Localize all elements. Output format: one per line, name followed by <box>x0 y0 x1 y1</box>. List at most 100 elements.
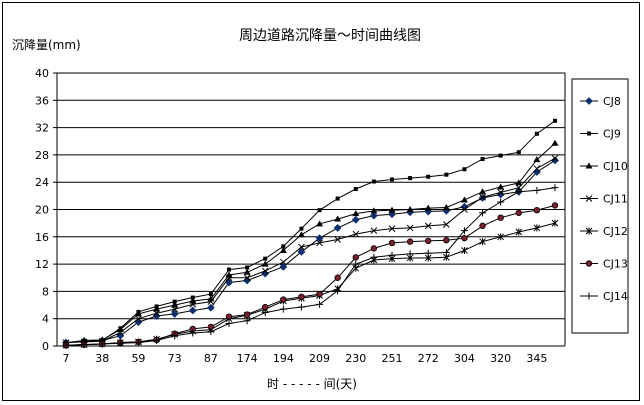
data-point-marker <box>585 195 593 202</box>
data-point-marker <box>498 153 503 158</box>
series-line <box>65 222 556 346</box>
data-point-marker <box>515 179 523 186</box>
y-tick-label: 24 <box>35 176 49 189</box>
legend-label: CJ9 <box>603 128 621 141</box>
data-point-marker <box>460 196 468 203</box>
data-point-marker <box>425 237 432 245</box>
data-point-marker <box>388 239 396 247</box>
data-point-marker <box>263 256 268 261</box>
x-tick-label: 194 <box>273 352 294 365</box>
data-point-marker <box>316 290 323 298</box>
data-point-marker <box>370 253 378 261</box>
series-line <box>65 187 556 346</box>
legend-label: CJ12 <box>603 225 628 238</box>
series-line <box>65 204 556 346</box>
data-point-marker <box>261 260 269 267</box>
data-point-marker <box>479 188 487 195</box>
x-tick-label: 7 <box>63 352 70 365</box>
y-tick-label: 36 <box>35 94 49 107</box>
data-point-marker <box>533 186 541 194</box>
data-point-marker <box>370 207 378 214</box>
series-line <box>65 157 556 344</box>
data-point-marker <box>352 254 359 261</box>
data-point-marker <box>245 265 250 270</box>
data-point-marker <box>585 97 593 105</box>
data-point-marker <box>279 305 287 313</box>
data-point-marker <box>353 187 358 192</box>
x-tick-label: 251 <box>382 352 403 365</box>
data-point-marker <box>479 238 486 246</box>
data-point-marker <box>533 224 541 232</box>
data-point-marker <box>261 267 269 275</box>
data-point-marker <box>225 274 233 282</box>
data-point-marker <box>516 150 521 155</box>
data-point-marker <box>207 298 215 305</box>
data-point-marker <box>515 184 523 192</box>
data-point-marker <box>171 332 179 340</box>
data-point-marker <box>551 154 559 162</box>
data-point-marker <box>497 198 505 206</box>
data-point-marker <box>333 224 342 232</box>
x-tick-label: 73 <box>168 352 182 365</box>
data-point-marker <box>135 315 142 323</box>
data-point-marker <box>188 306 197 315</box>
series-cj12 <box>62 219 559 349</box>
data-point-marker <box>207 328 215 336</box>
data-point-marker <box>370 227 378 235</box>
series-cj8 <box>62 156 559 347</box>
data-point-marker <box>533 206 541 214</box>
data-point-marker <box>533 165 541 172</box>
data-point-marker <box>281 244 286 249</box>
data-point-marker <box>443 237 450 244</box>
data-point-marker <box>279 246 287 253</box>
data-point-marker <box>317 208 322 213</box>
data-point-marker <box>279 258 287 266</box>
data-point-marker <box>352 210 360 217</box>
x-tick-label: 38 <box>95 352 109 365</box>
x-tick-label: 174 <box>237 352 258 365</box>
data-point-marker <box>116 339 124 347</box>
data-point-marker <box>334 236 342 243</box>
data-point-marker <box>334 287 342 295</box>
data-point-marker <box>334 215 342 222</box>
data-point-marker <box>551 139 559 146</box>
x-tick-label: 345 <box>526 352 547 365</box>
data-point-marker <box>370 245 378 252</box>
y-axis-label: 沉降量(mm) <box>12 38 81 52</box>
data-point-marker <box>297 303 305 311</box>
data-point-marker <box>424 222 432 230</box>
y-tick-label: 32 <box>35 122 49 135</box>
x-axis-label: 时 - - - - - 间(天) <box>267 377 357 391</box>
x-tick-label: 272 <box>418 352 439 365</box>
data-point-marker <box>406 250 414 258</box>
data-point-marker <box>280 296 287 303</box>
data-point-marker <box>171 301 179 308</box>
data-point-marker <box>297 247 306 256</box>
data-point-marker <box>442 221 450 228</box>
data-point-marker <box>406 206 414 212</box>
data-point-marker <box>189 301 197 308</box>
x-tick-label: 87 <box>204 352 218 365</box>
series-line <box>65 142 556 344</box>
data-point-marker <box>497 189 505 196</box>
y-tick-label: 28 <box>35 149 49 162</box>
data-point-marker <box>442 248 450 256</box>
y-tick-label: 12 <box>35 258 49 271</box>
data-point-marker <box>299 226 304 231</box>
data-point-marker <box>406 238 414 245</box>
data-point-marker <box>406 224 414 232</box>
data-point-marker <box>134 310 142 317</box>
data-point-marker <box>585 227 593 235</box>
data-point-marker <box>335 196 340 201</box>
data-point-marker <box>408 176 413 181</box>
legend: CJ8 CJ9 CJ10 CJ11 CJ12 CJ13 CJ14 <box>571 78 629 334</box>
data-point-marker <box>261 309 269 317</box>
data-point-marker <box>189 329 197 337</box>
x-tick-labels: 7 38 59 73 87 174 194 209 230 251 272 304 320 345 <box>63 352 548 365</box>
data-point-marker <box>533 156 541 163</box>
data-point-marker <box>298 293 305 301</box>
data-point-marker <box>424 204 432 211</box>
data-point-marker <box>515 228 523 236</box>
y-tick-label: 16 <box>35 231 49 244</box>
data-point-marker <box>334 274 341 281</box>
